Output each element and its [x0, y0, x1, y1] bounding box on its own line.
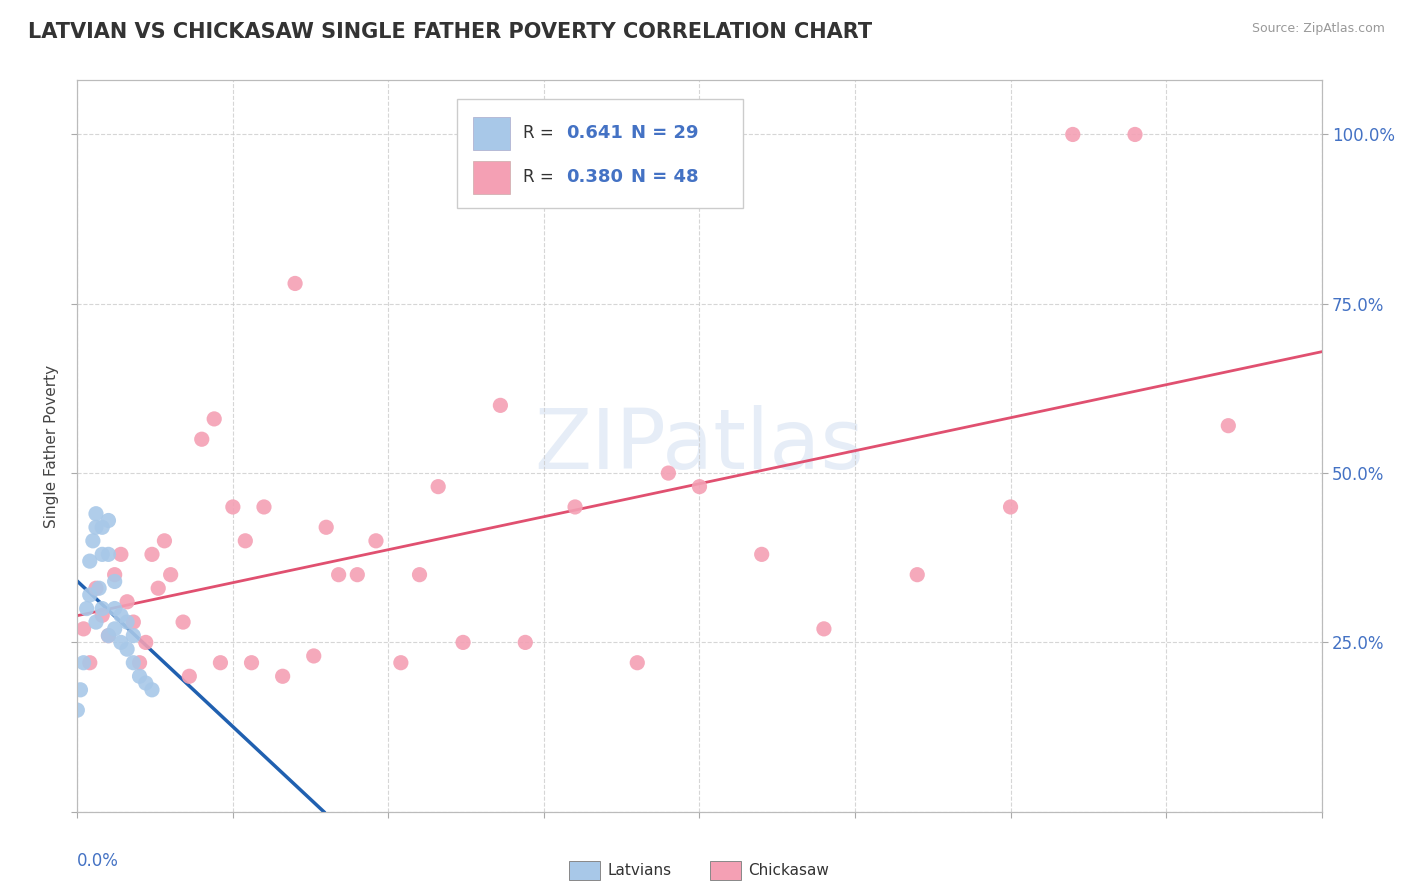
Text: N = 48: N = 48 [631, 168, 699, 186]
FancyBboxPatch shape [457, 99, 742, 209]
Point [202, 412, 225, 426]
Text: LATVIAN VS CHICKASAW SINGLE FATHER POVERTY CORRELATION CHART: LATVIAN VS CHICKASAW SINGLE FATHER POVER… [28, 22, 872, 42]
Point [97, 547, 120, 561]
FancyBboxPatch shape [472, 117, 510, 150]
Point [79, 554, 101, 568]
Point [1000, 500, 1022, 514]
Text: R =: R = [523, 168, 554, 186]
Point [1062, 128, 1084, 142]
Point [66, 703, 89, 717]
Text: Chickasaw: Chickasaw [748, 863, 830, 878]
Point [751, 547, 773, 561]
Point [233, 533, 256, 548]
Point [315, 520, 337, 534]
Point [122, 615, 145, 629]
Point [79, 588, 101, 602]
Point [141, 682, 163, 697]
Point [128, 656, 150, 670]
Point [1218, 418, 1240, 433]
Point [489, 398, 512, 412]
Point [122, 629, 145, 643]
Point [72, 656, 94, 670]
Point [172, 615, 194, 629]
Point [91, 608, 114, 623]
Text: N = 29: N = 29 [631, 124, 699, 142]
Point [135, 635, 157, 649]
Point [115, 642, 138, 657]
Point [240, 656, 263, 670]
Text: Latvians: Latvians [607, 863, 672, 878]
Point [135, 676, 157, 690]
Point [364, 533, 387, 548]
Point [91, 547, 114, 561]
Point [515, 635, 537, 649]
Text: 0.641: 0.641 [567, 124, 623, 142]
Point [84, 507, 107, 521]
Point [564, 500, 586, 514]
Text: ZIPatlas: ZIPatlas [534, 406, 865, 486]
Point [115, 615, 138, 629]
Point [76, 601, 98, 615]
Point [626, 656, 648, 670]
Point [271, 669, 294, 683]
Point [84, 615, 107, 629]
Point [253, 500, 276, 514]
Point [689, 480, 711, 494]
Text: R =: R = [523, 124, 554, 142]
Point [87, 581, 110, 595]
Point [91, 520, 114, 534]
Point [104, 601, 127, 615]
Point [905, 567, 928, 582]
Text: 0.380: 0.380 [567, 168, 623, 186]
Point [91, 601, 114, 615]
Text: Source: ZipAtlas.com: Source: ZipAtlas.com [1251, 22, 1385, 36]
Point [104, 567, 127, 582]
Point [115, 595, 138, 609]
Point [122, 656, 145, 670]
Point [110, 547, 132, 561]
Point [148, 581, 170, 595]
Point [302, 648, 325, 663]
FancyBboxPatch shape [472, 161, 510, 194]
Point [1123, 128, 1146, 142]
Point [97, 514, 120, 528]
Text: 0.0%: 0.0% [77, 852, 120, 870]
Point [104, 622, 127, 636]
Point [284, 277, 307, 291]
Point [84, 581, 107, 595]
Point [141, 547, 163, 561]
Point [657, 466, 679, 480]
Point [110, 608, 132, 623]
Point [104, 574, 127, 589]
Point [128, 669, 150, 683]
Point [97, 629, 120, 643]
Point [72, 622, 94, 636]
Point [153, 533, 176, 548]
Point [110, 635, 132, 649]
Point [813, 622, 835, 636]
Point [179, 669, 201, 683]
Point [427, 480, 450, 494]
Point [209, 656, 232, 670]
Point [97, 629, 120, 643]
Point [222, 500, 245, 514]
Point [389, 656, 412, 670]
Point [451, 635, 474, 649]
Point [69, 682, 91, 697]
Point [84, 520, 107, 534]
Point [82, 533, 104, 548]
Point [159, 567, 181, 582]
Y-axis label: Single Father Poverty: Single Father Poverty [44, 365, 59, 527]
Point [191, 432, 214, 446]
Point [408, 567, 430, 582]
Point [328, 567, 350, 582]
Point [79, 656, 101, 670]
Point [346, 567, 368, 582]
